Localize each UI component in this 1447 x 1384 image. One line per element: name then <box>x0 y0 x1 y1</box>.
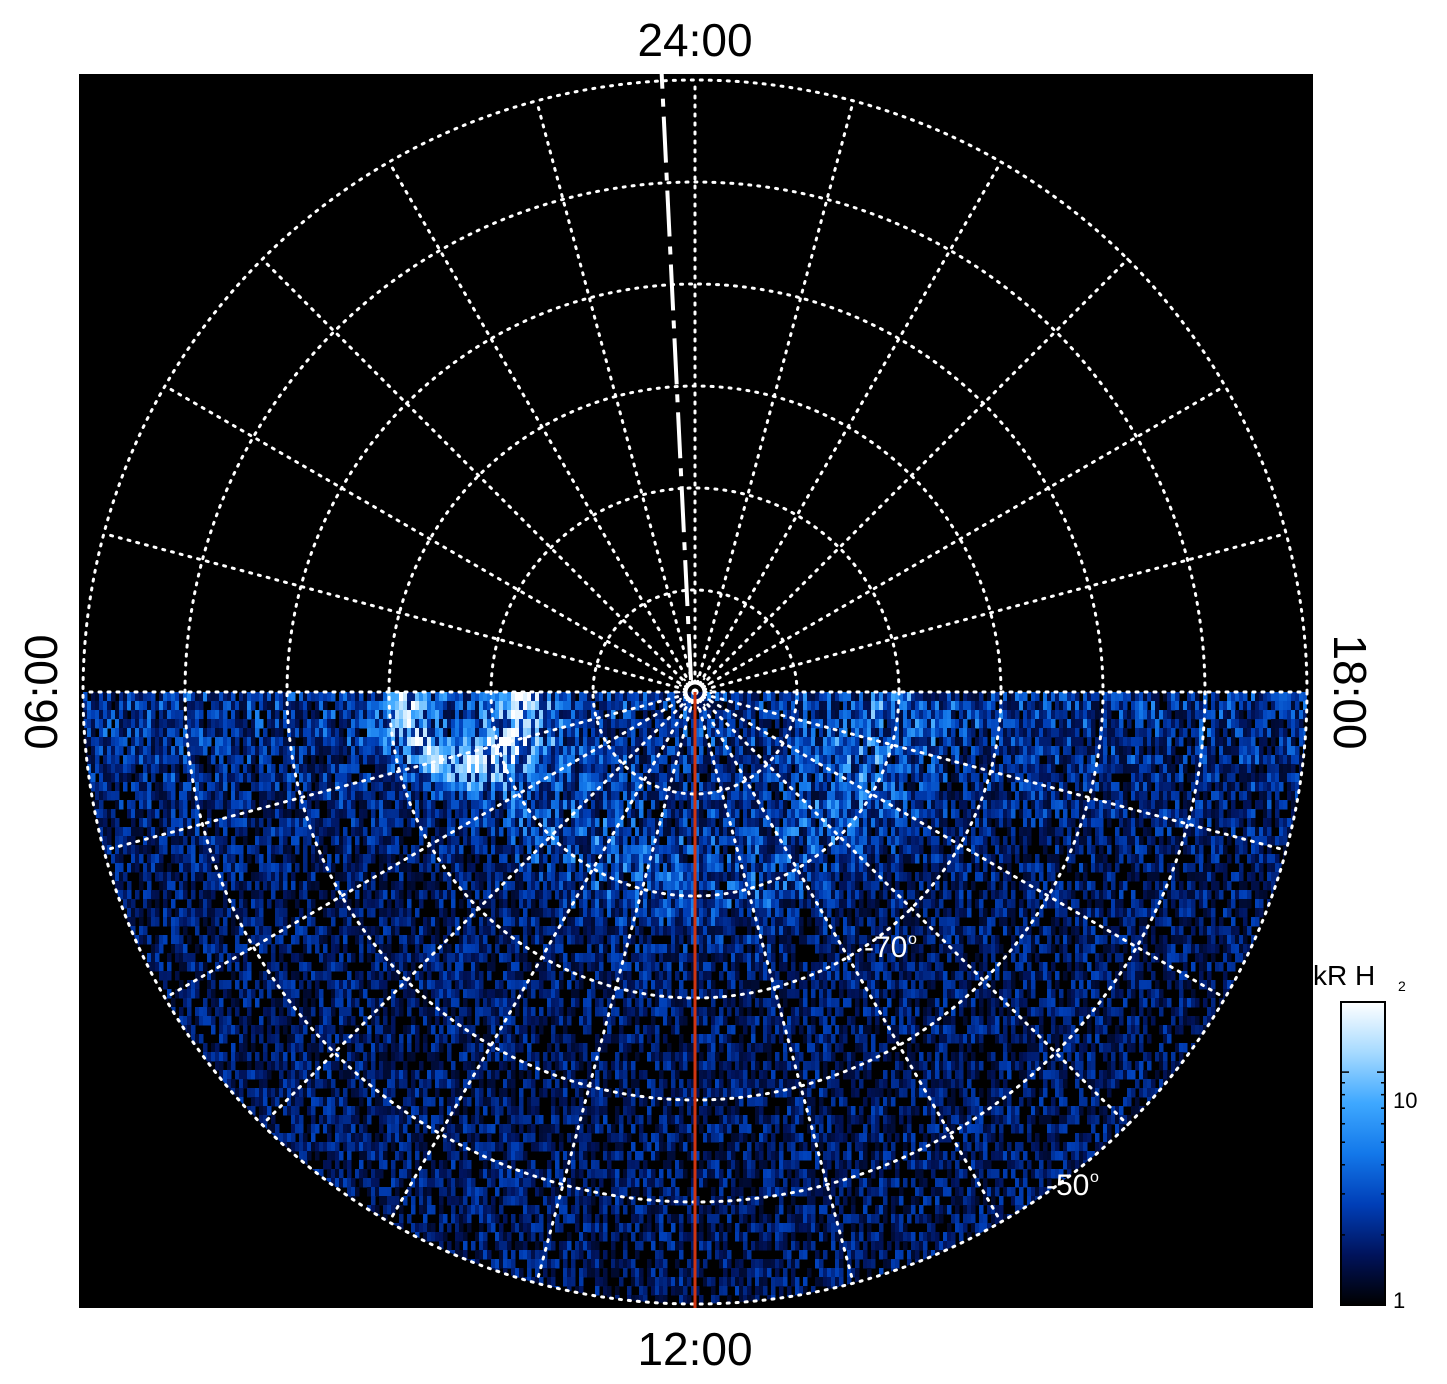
pole-ring <box>677 674 713 710</box>
dashed-meridian-line <box>659 74 693 681</box>
meridian-line <box>387 690 697 1224</box>
meridian-line <box>260 690 697 1127</box>
meridian-line <box>693 690 1003 1224</box>
meridian-line <box>693 257 1130 694</box>
meridian-line <box>693 690 1130 1127</box>
local-time-top: 24:00 <box>637 14 752 66</box>
local-time-left: 06:00 <box>15 634 67 749</box>
meridian-line <box>163 384 697 694</box>
meridian-line <box>163 690 697 1000</box>
latitude-circle <box>81 78 1309 1306</box>
local-time-bottom: 12:00 <box>637 1323 752 1375</box>
meridian-line <box>693 384 1227 694</box>
meridian-line <box>693 99 855 694</box>
colorbar: kR H 2 10 1 <box>1313 960 1417 1313</box>
colorbar-title-subscript: 2 <box>1398 978 1406 994</box>
meridian-line <box>535 690 697 1285</box>
lat-label-50-deg: o <box>1090 1169 1099 1186</box>
meridian-line <box>693 690 855 1285</box>
local-time-right: 18:00 <box>1324 634 1376 749</box>
meridian-line <box>102 690 697 852</box>
meridian-line <box>387 160 697 694</box>
polar-grid <box>81 78 1309 1306</box>
colorbar-tick-label-1: 1 <box>1393 1288 1405 1313</box>
meridian-line <box>693 160 1003 694</box>
latitude-circle <box>489 486 901 898</box>
reference-lines <box>659 74 697 1308</box>
colorbar-gradient <box>1340 1001 1386 1306</box>
colorbar-ticks <box>1341 1001 1385 1306</box>
colorbar-title: kR H <box>1313 960 1375 991</box>
meridian-line <box>693 690 1227 1000</box>
colorbar-tick-label-10: 10 <box>1393 1088 1417 1113</box>
lat-label-50: -50 <box>1046 1169 1089 1202</box>
lat-label-70: -70 <box>864 931 907 964</box>
meridian-line <box>260 257 697 694</box>
meridian-line <box>693 690 1288 852</box>
meridian-line <box>535 99 697 694</box>
meridian-line <box>693 532 1288 694</box>
lat-label-70-deg: o <box>908 931 917 948</box>
meridian-line <box>102 532 697 694</box>
